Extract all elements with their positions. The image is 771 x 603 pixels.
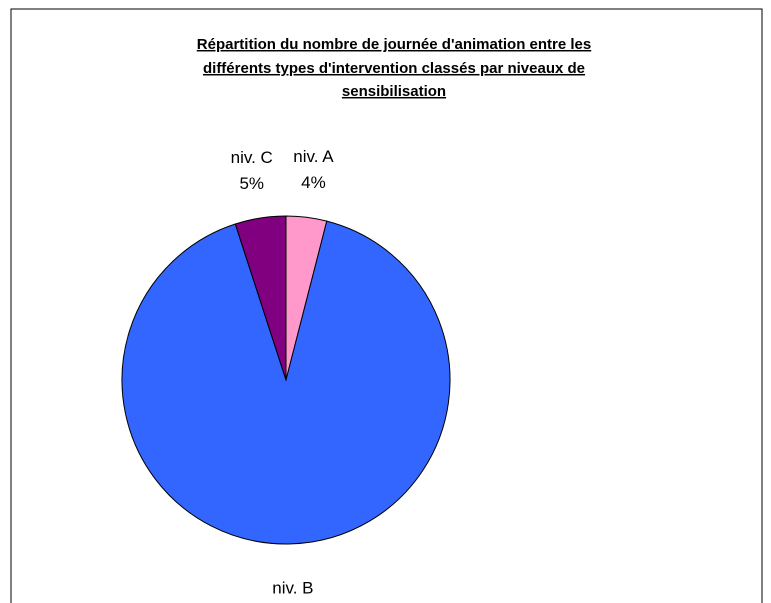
slice-label: niv. B <box>272 578 313 597</box>
pie-slice <box>121 220 451 545</box>
slice-label: niv. A <box>293 147 334 166</box>
chart-title: différents types d'intervention classés … <box>203 60 585 77</box>
pie-slice <box>234 215 287 381</box>
slice-value-label: 4% <box>301 173 326 192</box>
chart-title: Répartition du nombre de journée d'anima… <box>197 36 591 53</box>
slice-label: niv. C <box>231 148 273 167</box>
chart-title: sensibilisation <box>342 83 446 100</box>
slice-value-label: 5% <box>239 174 264 193</box>
